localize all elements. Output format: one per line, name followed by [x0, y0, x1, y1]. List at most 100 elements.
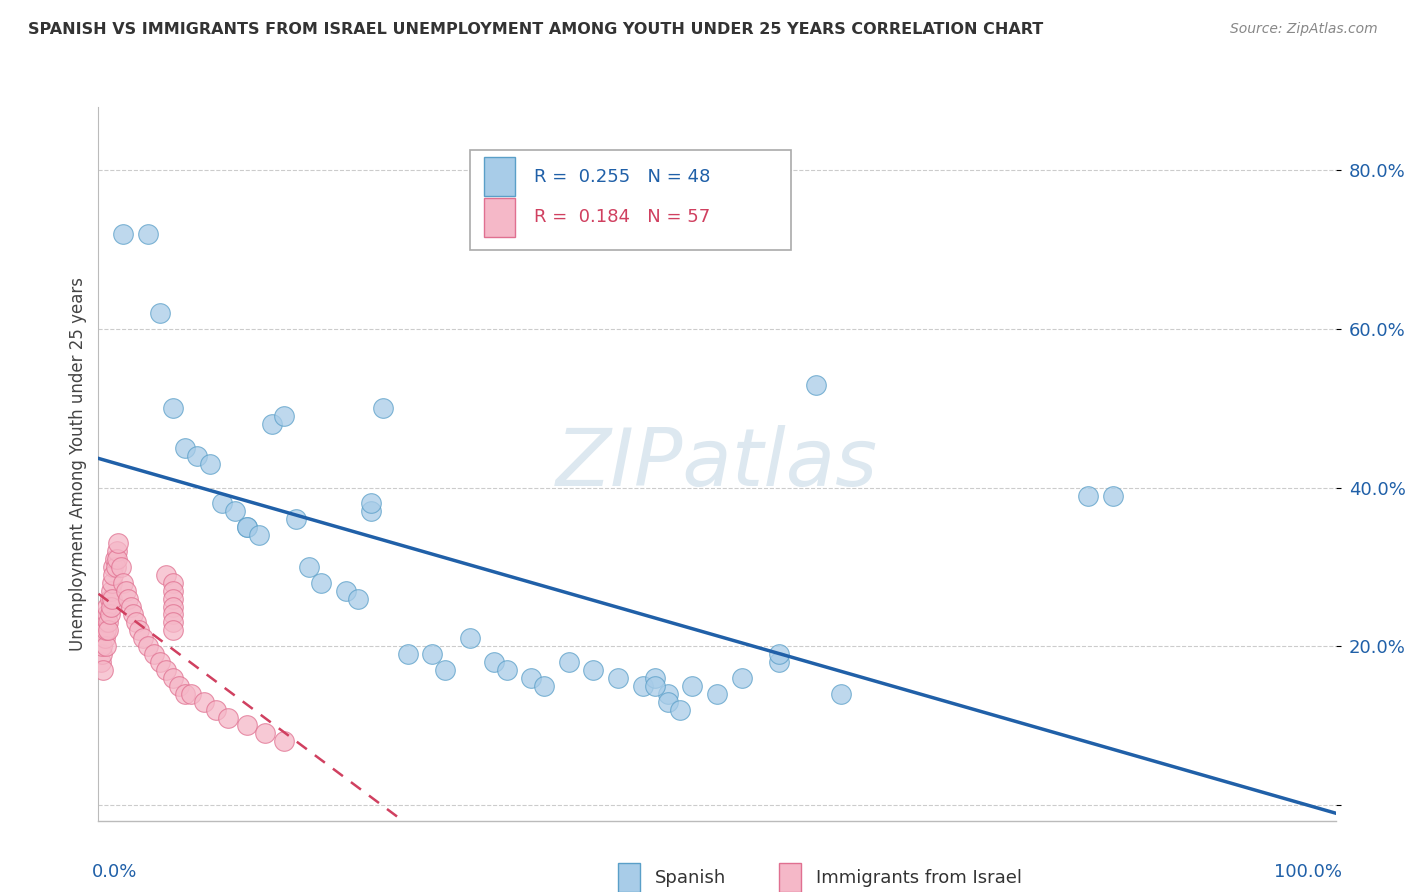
- Point: [657, 695, 679, 709]
- Text: Spanish: Spanish: [655, 869, 727, 887]
- Point: [657, 687, 679, 701]
- Point: [136, 227, 159, 241]
- Point: [458, 632, 481, 646]
- Point: [132, 632, 155, 646]
- Point: [124, 615, 146, 630]
- Point: [236, 520, 259, 534]
- Point: [94, 639, 117, 653]
- Point: [706, 687, 728, 701]
- Point: [285, 512, 308, 526]
- Point: [768, 655, 790, 669]
- Point: [236, 520, 259, 534]
- Point: [155, 567, 177, 582]
- Point: [93, 632, 115, 646]
- Point: [91, 639, 114, 653]
- Point: [174, 687, 197, 701]
- Point: [205, 703, 228, 717]
- Point: [93, 663, 115, 677]
- Point: [93, 624, 115, 638]
- Point: [167, 679, 190, 693]
- Point: [91, 647, 114, 661]
- Point: [347, 591, 370, 606]
- Point: [804, 377, 827, 392]
- Y-axis label: Unemployment Among Youth under 25 years: Unemployment Among Youth under 25 years: [69, 277, 87, 651]
- Text: 100.0%: 100.0%: [1274, 863, 1341, 881]
- Point: [360, 504, 382, 518]
- Point: [309, 575, 332, 590]
- Point: [105, 544, 128, 558]
- Point: [247, 528, 270, 542]
- Bar: [779, 863, 801, 892]
- Point: [98, 607, 121, 622]
- Point: [149, 655, 172, 669]
- Point: [174, 441, 197, 455]
- Point: [484, 655, 506, 669]
- Point: [128, 624, 150, 638]
- Point: [162, 624, 184, 638]
- Point: [1077, 489, 1099, 503]
- Point: [273, 409, 295, 424]
- Point: [768, 647, 790, 661]
- Point: [198, 457, 221, 471]
- Point: [533, 679, 555, 693]
- Point: [162, 401, 184, 416]
- Bar: [485, 198, 516, 237]
- Point: [101, 575, 124, 590]
- Point: [217, 710, 239, 724]
- Point: [186, 449, 208, 463]
- Point: [162, 671, 184, 685]
- Point: [224, 504, 246, 518]
- Point: [114, 583, 136, 598]
- Point: [93, 615, 115, 630]
- Text: 0.0%: 0.0%: [93, 863, 138, 881]
- Point: [193, 695, 215, 709]
- Text: SPANISH VS IMMIGRANTS FROM ISRAEL UNEMPLOYMENT AMONG YOUTH UNDER 25 YEARS CORREL: SPANISH VS IMMIGRANTS FROM ISRAEL UNEMPL…: [28, 22, 1043, 37]
- Point: [101, 591, 124, 606]
- Point: [260, 417, 283, 432]
- Point: [112, 227, 135, 241]
- Point: [112, 575, 135, 590]
- Point: [155, 663, 177, 677]
- FancyBboxPatch shape: [470, 150, 792, 250]
- Point: [644, 671, 666, 685]
- Point: [97, 615, 120, 630]
- Text: R =  0.184   N = 57: R = 0.184 N = 57: [534, 209, 710, 227]
- Point: [335, 583, 357, 598]
- Point: [644, 679, 666, 693]
- Text: R =  0.255   N = 48: R = 0.255 N = 48: [534, 168, 710, 186]
- Point: [607, 671, 630, 685]
- Point: [100, 599, 122, 614]
- Point: [100, 583, 122, 598]
- Point: [360, 496, 382, 510]
- Point: [103, 552, 125, 566]
- Point: [180, 687, 202, 701]
- Point: [396, 647, 419, 661]
- Text: Source: ZipAtlas.com: Source: ZipAtlas.com: [1230, 22, 1378, 37]
- Point: [557, 655, 579, 669]
- Point: [162, 615, 184, 630]
- Point: [110, 560, 132, 574]
- Text: ZIPatlas: ZIPatlas: [555, 425, 879, 503]
- Point: [254, 726, 277, 740]
- Point: [236, 718, 259, 732]
- Point: [273, 734, 295, 748]
- Point: [149, 306, 172, 320]
- Point: [122, 607, 145, 622]
- Point: [162, 591, 184, 606]
- Point: [98, 591, 121, 606]
- Point: [103, 560, 125, 574]
- Point: [120, 599, 142, 614]
- Point: [105, 552, 128, 566]
- Point: [162, 607, 184, 622]
- Point: [104, 560, 127, 574]
- Point: [669, 703, 692, 717]
- Point: [94, 624, 117, 638]
- Point: [136, 639, 159, 653]
- Point: [96, 599, 118, 614]
- Point: [107, 536, 129, 550]
- Point: [371, 401, 394, 416]
- Point: [103, 567, 125, 582]
- Point: [731, 671, 754, 685]
- Point: [90, 655, 112, 669]
- Point: [520, 671, 543, 685]
